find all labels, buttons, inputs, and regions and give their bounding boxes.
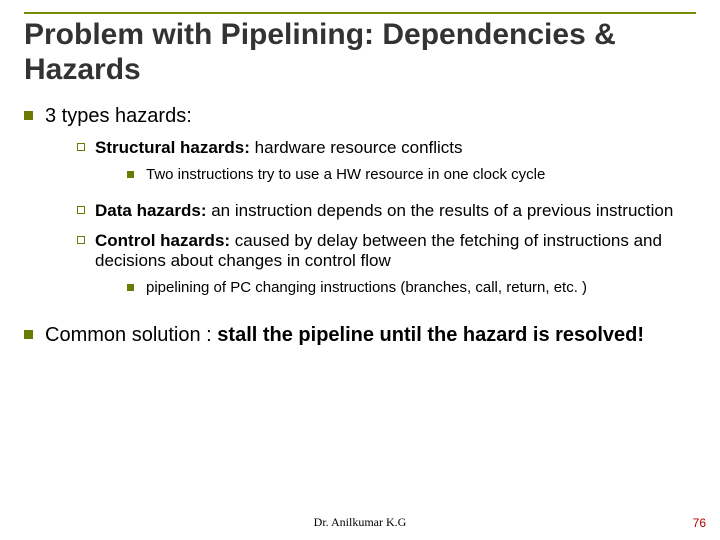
lvl2-text: Data hazards: an instruction depends on …: [95, 201, 673, 220]
list-item: Data hazards: an instruction depends on …: [77, 201, 696, 221]
list-item: Structural hazards: hardware resource co…: [77, 138, 696, 191]
slide-container: Problem with Pipelining: Dependencies & …: [0, 0, 720, 540]
list-item: 3 types hazards: Structural hazards: har…: [24, 105, 696, 314]
bullet-list-lvl1: 3 types hazards: Structural hazards: har…: [24, 105, 696, 347]
open-square-bullet-icon: [77, 206, 85, 214]
label-bold: Control hazards:: [95, 231, 235, 250]
label-text: an instruction depends on the results of…: [211, 201, 673, 220]
label-bold: stall the pipeline until the hazard is r…: [217, 324, 644, 346]
list-item: Common solution : stall the pipeline unt…: [24, 324, 696, 347]
slide-title: Problem with Pipelining: Dependencies & …: [24, 18, 696, 87]
label-text: Common solution :: [45, 324, 217, 346]
label-bold: Structural hazards:: [95, 138, 255, 157]
title-rule: [24, 12, 696, 14]
square-bullet-icon: [24, 330, 33, 339]
bullet-list-lvl2: Structural hazards: hardware resource co…: [77, 138, 696, 304]
square-bullet-icon: [127, 171, 134, 178]
lvl3-text: pipelining of PC changing instructions (…: [146, 279, 587, 296]
list-item: Control hazards: caused by delay between…: [77, 231, 696, 304]
lvl2-text: Structural hazards: hardware resource co…: [95, 138, 463, 157]
lvl2-text: Control hazards: caused by delay between…: [95, 231, 662, 270]
footer-author: Dr. Anilkumar K.G: [0, 515, 720, 530]
lvl1-text: 3 types hazards:: [45, 105, 192, 127]
label-bold: Data hazards:: [95, 201, 211, 220]
lvl1-text: Common solution : stall the pipeline unt…: [45, 324, 644, 346]
label-text: hardware resource conflicts: [255, 138, 463, 157]
open-square-bullet-icon: [77, 143, 85, 151]
lvl3-text: Two instructions try to use a HW resourc…: [146, 166, 545, 183]
open-square-bullet-icon: [77, 236, 85, 244]
list-item: Two instructions try to use a HW resourc…: [127, 166, 696, 183]
square-bullet-icon: [24, 111, 33, 120]
list-item: pipelining of PC changing instructions (…: [127, 279, 696, 296]
square-bullet-icon: [127, 284, 134, 291]
bullet-list-lvl3: pipelining of PC changing instructions (…: [127, 279, 696, 296]
bullet-list-lvl3: Two instructions try to use a HW resourc…: [127, 166, 696, 183]
page-number: 76: [693, 516, 706, 530]
